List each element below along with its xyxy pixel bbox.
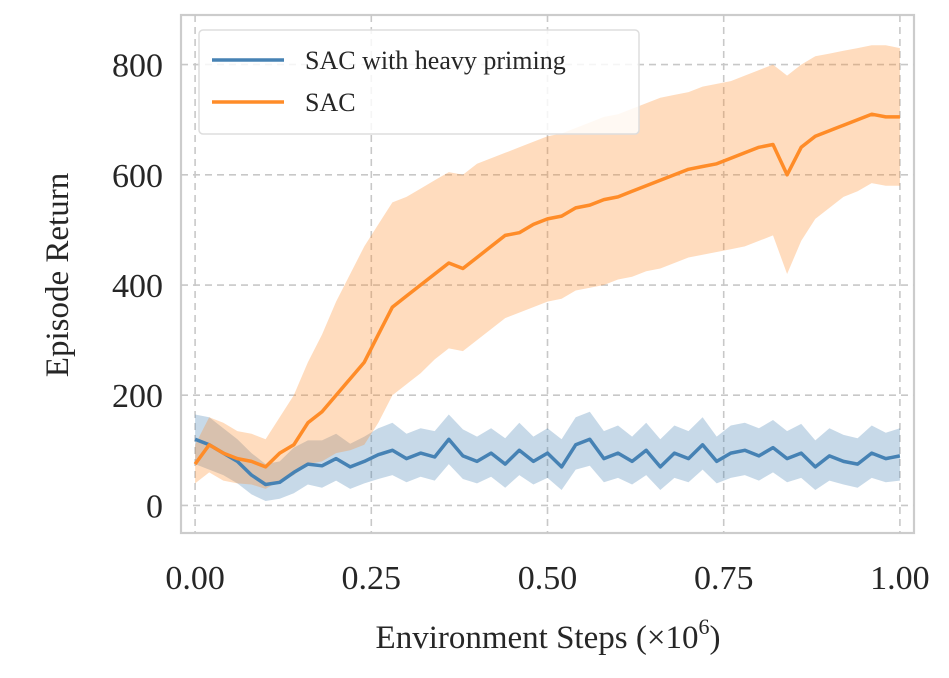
legend-box [198, 29, 640, 135]
legend-label-series-1: SAC [305, 88, 356, 117]
x-tick-label: 0.00 [165, 560, 225, 597]
x-axis-label-exponent: 6 [698, 614, 709, 639]
confidence-bands [195, 45, 900, 501]
x-tick-label: 0.25 [342, 560, 402, 597]
y-tick-label: 600 [112, 158, 163, 195]
x-axis-label-main: Environment Steps (×10 [376, 620, 699, 656]
x-tick-label: 0.75 [694, 560, 754, 597]
y-tick-label: 200 [112, 378, 163, 415]
legend: SAC with heavy priming SAC [198, 29, 640, 135]
line-series-0 [194, 437, 901, 487]
y-tick-labels: 0 200 400 600 800 [112, 48, 163, 526]
y-tick-label: 400 [112, 268, 163, 305]
y-tick-label: 800 [112, 48, 163, 85]
x-axis-label: Environment Steps (×106) [376, 614, 721, 656]
band-series-0 [195, 411, 900, 501]
line-series-1 [193, 112, 900, 469]
legend-label-series-0: SAC with heavy priming [305, 46, 566, 75]
x-axis-label-close: ) [709, 620, 720, 656]
x-tick-labels: 0.00 0.25 0.50 0.75 1.00 [165, 560, 929, 597]
x-tick-label: 1.00 [870, 560, 930, 597]
y-axis-label: Episode Return [40, 173, 76, 377]
y-tick-label: 0 [146, 488, 163, 525]
series-lines [193, 112, 901, 487]
band-series-1 [195, 45, 900, 489]
x-tick-label: 0.50 [518, 560, 578, 597]
